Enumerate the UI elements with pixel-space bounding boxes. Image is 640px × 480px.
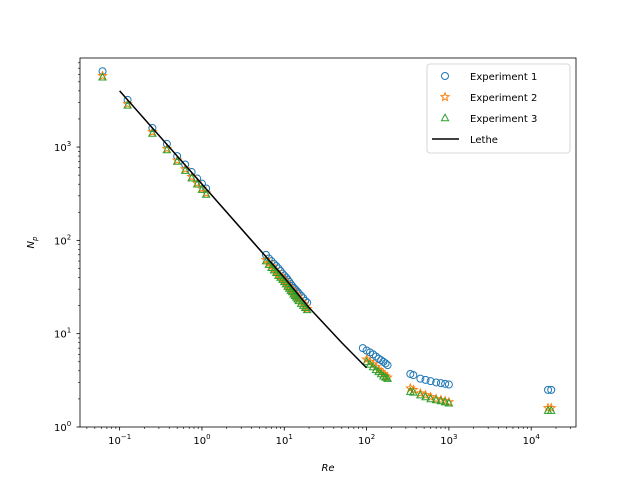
- data-point: [187, 173, 197, 182]
- data-point: [547, 385, 556, 394]
- x-axis-label: Re: [321, 463, 334, 474]
- data-point: [147, 128, 157, 137]
- data-point: [440, 397, 450, 406]
- y-tick-label: 102: [54, 233, 71, 247]
- data-point: [277, 274, 287, 283]
- data-point: [415, 387, 426, 398]
- legend-marker: [440, 113, 450, 122]
- legend-label: Experiment 1: [470, 72, 537, 83]
- data-point: [421, 375, 430, 384]
- x-tick-label: 101: [276, 433, 293, 447]
- data-point: [201, 189, 211, 198]
- data-point: [162, 145, 172, 154]
- legend: Experiment 1 Experiment 2 Experiment 3 Leth…: [426, 63, 571, 154]
- data-point: [181, 160, 190, 169]
- x-tick-label: 102: [358, 433, 375, 447]
- data-point: [430, 393, 442, 404]
- data-point: [381, 359, 390, 368]
- data-point: [441, 379, 450, 388]
- data-point: [286, 285, 296, 294]
- data-point: [426, 394, 436, 403]
- data-point: [162, 139, 171, 148]
- data-point: [172, 156, 182, 165]
- data-point: [546, 405, 556, 414]
- x-tick-label: 103: [440, 433, 457, 447]
- data-point: [123, 95, 132, 104]
- data-point: [421, 392, 430, 401]
- legend-label: Lethe: [470, 135, 498, 146]
- data-point: [197, 184, 207, 193]
- legend-label: Experiment 2: [470, 93, 537, 104]
- data-point: [544, 385, 553, 394]
- y-tick-label: 101: [54, 327, 71, 341]
- data-point: [444, 380, 453, 389]
- data-point: [425, 391, 436, 402]
- data-point: [416, 374, 425, 383]
- data-point: [436, 396, 446, 405]
- data-point: [123, 100, 133, 109]
- data-point: [97, 70, 108, 81]
- legend-marker: [441, 72, 449, 80]
- data-point: [180, 165, 190, 174]
- series-3: [98, 72, 556, 414]
- data-point: [173, 152, 182, 161]
- data-point: [302, 305, 312, 314]
- data-point: [420, 389, 431, 400]
- legend-marker: [439, 91, 451, 102]
- data-point: [268, 263, 280, 274]
- data-point: [202, 184, 211, 193]
- data-point: [426, 377, 435, 386]
- data-point: [148, 123, 157, 132]
- data-point: [444, 398, 454, 407]
- data-point: [431, 395, 441, 404]
- y-tick-label: 100: [54, 420, 71, 434]
- data-point: [362, 356, 372, 366]
- data-point: [192, 179, 202, 188]
- data-point: [378, 371, 388, 380]
- y-axis-ticks: 100 101 102 103: [54, 62, 80, 434]
- data-point: [383, 361, 392, 370]
- data-point: [371, 352, 380, 361]
- x-axis-ticks: 10−1 100 101 102 103 104: [86, 427, 571, 447]
- data-point: [383, 373, 393, 382]
- data-point: [261, 256, 271, 265]
- data-point: [264, 259, 274, 268]
- x-tick-label: 100: [193, 433, 210, 447]
- axes-frame: [79, 57, 577, 428]
- data-point: [368, 362, 378, 371]
- data-point: [408, 387, 418, 396]
- data-point: [98, 67, 107, 76]
- data-point: [415, 390, 425, 399]
- data-point: [409, 371, 418, 380]
- data-point: [432, 378, 441, 387]
- legend-label: Experiment 3: [470, 114, 537, 125]
- y-axis-label: Np: [26, 236, 39, 248]
- legend-box: [426, 63, 571, 154]
- data-point: [436, 379, 445, 388]
- series-line: [119, 90, 368, 369]
- x-tick-label: 10−1: [108, 433, 131, 447]
- y-axis-label-text: Np: [26, 236, 39, 248]
- data-point: [443, 396, 455, 407]
- y-tick-label: 103: [54, 140, 71, 154]
- data-point: [381, 372, 390, 381]
- data-point: [365, 359, 375, 368]
- x-tick-label: 104: [523, 433, 541, 447]
- data-point: [98, 72, 107, 81]
- series-layer: [97, 67, 557, 414]
